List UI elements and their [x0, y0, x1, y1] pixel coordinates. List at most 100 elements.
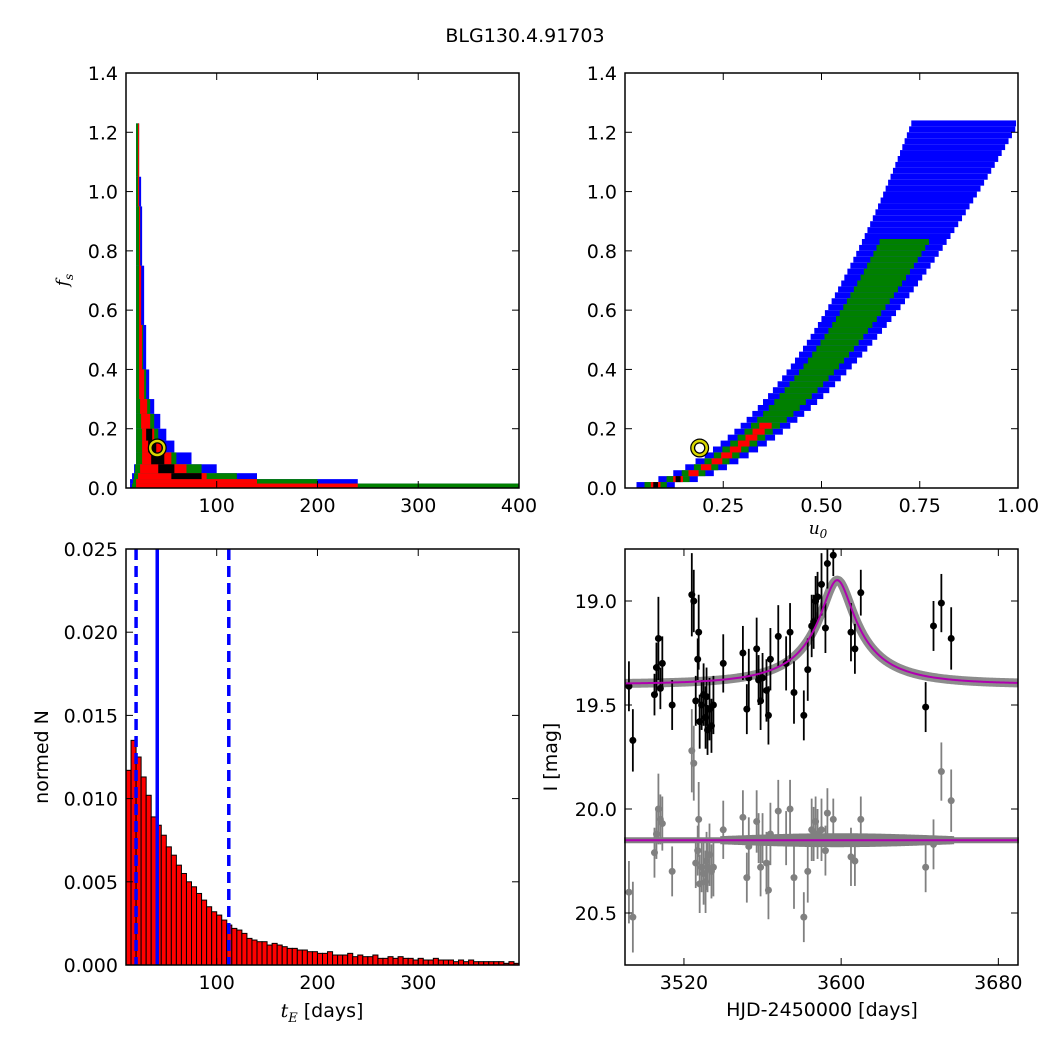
histogram-bar [211, 911, 218, 966]
panel-u0-vs-fs-ticks: 0.25 0.50 0.75 1.00 0.0 0.2 0.4 0.6 0.8 1.0 1.2 1.4 [587, 63, 1039, 517]
panel-te-vs-fs-frame [125, 72, 520, 489]
heatmap-cell-inner [139, 324, 143, 370]
residuals-point [766, 830, 774, 838]
panel-te-histogram-ylabel: normed N [31, 710, 53, 804]
heatmap-cell-core [151, 452, 165, 465]
panel-u0-vs-fs-ytick-label: 1.4 [587, 63, 617, 85]
data-point [625, 682, 633, 690]
heatmap-cell-inner [139, 206, 141, 266]
residuals-point [857, 815, 865, 823]
band-cell-mid [853, 286, 898, 293]
panel-te-vs-fs-ytick-label: 1.0 [88, 182, 118, 204]
band-cell-mid [779, 393, 812, 400]
panel-light-curve-xtick-label: 3600 [817, 972, 865, 994]
residuals-point [829, 815, 837, 823]
heatmap-cell-mid [136, 123, 140, 177]
data-point [804, 666, 812, 674]
band-cell-outer [911, 120, 1017, 127]
band-cell-outer [892, 167, 992, 174]
model-curve [624, 579, 1019, 685]
panel-te-vs-fs-xtick-label: 200 [299, 495, 335, 517]
heatmap-cell-inner [139, 265, 142, 325]
panel-light-curve-frame [624, 548, 1019, 966]
histogram-bar [316, 952, 324, 966]
panel-light-curve-ytick-label: 20.0 [575, 799, 617, 821]
residuals-point [694, 847, 702, 855]
panel-light-curve-xlabel: HJD-2450000 [days] [726, 999, 918, 1021]
histogram-bar [407, 957, 414, 966]
band-cell-mid [836, 316, 877, 322]
residuals-point [851, 857, 859, 865]
histogram-bar [125, 769, 132, 966]
histogram-bar [357, 954, 364, 966]
panel-light-curve-ytick-label: 20.5 [575, 903, 617, 925]
band-cell-outer [870, 221, 959, 228]
panel-u0-vs-fs-ytick-label: 1.0 [587, 182, 617, 204]
residuals-point [625, 888, 633, 896]
histogram-bar [165, 846, 172, 966]
band-cell-outer [880, 197, 974, 204]
histogram-bar [236, 929, 243, 966]
residuals-point [719, 826, 727, 834]
data-point [847, 628, 855, 636]
panel-light-curve: 3520 3600 3680 19.0 19.5 20.0 20.5 I [mag] HJD… [540, 548, 1023, 1021]
panel-te-histogram-ytick-label: 0.025 [64, 539, 118, 561]
panel-te-vs-fs-heatmap [130, 123, 520, 488]
panel-te-histogram-ytick-label: 0.020 [64, 622, 118, 644]
histogram-bar [392, 957, 399, 966]
band-cell-mid [798, 369, 834, 376]
panel-te-histogram-xtick-label: 200 [299, 972, 335, 994]
histogram-bar [191, 886, 198, 966]
heatmap-cell-inner [139, 369, 145, 400]
residuals-point [774, 807, 782, 815]
best-fit-marker [691, 439, 708, 457]
panel-u0-vs-fs-ytick-label: 1.2 [587, 122, 617, 144]
data-point [851, 645, 859, 653]
residuals-point [818, 826, 825, 834]
data-point [922, 703, 930, 711]
band-cell-mid [807, 357, 845, 364]
histogram-bar [311, 951, 318, 966]
panel-light-curve-xtick-label: 3520 [660, 972, 708, 994]
histogram-bar [185, 881, 192, 966]
band-cell-mid [879, 239, 929, 245]
residuals-point [823, 809, 831, 817]
panel-u0-vs-fs-xtick-label: 0.50 [800, 495, 842, 517]
histogram-bar [251, 939, 258, 966]
band-cell-outer [883, 191, 977, 198]
panel-u0-vs-fs-ytick-label: 0.4 [587, 359, 617, 381]
panel-te-histogram-ticks: 100 200 300 0.000 0.005 0.010 0.015 0.020 0.025 [64, 539, 519, 994]
histogram-bar [170, 854, 177, 966]
data-point [937, 599, 945, 607]
band-cell-inner [688, 470, 699, 477]
band-cell-core [653, 482, 659, 488]
band-cell-mid [789, 381, 824, 388]
histogram-bar [145, 794, 152, 966]
band-cell-outer [890, 173, 988, 180]
residuals-point [658, 820, 666, 828]
residuals-point [786, 805, 794, 813]
residuals-point [922, 863, 930, 871]
band-cell-inner [737, 440, 750, 447]
panel-te-vs-fs-ticks: 100 200 300 400 0.0 0.2 0.4 0.6 0.8 1.0 1.2 1.4 [88, 63, 537, 517]
band-cell-outer [867, 227, 955, 234]
data-point [930, 622, 938, 630]
histogram-bar [246, 937, 253, 966]
band-cell-core [675, 476, 681, 483]
histogram-bar [180, 872, 187, 966]
histogram-bar [281, 946, 288, 966]
band-cell-mid [816, 345, 854, 352]
band-cell-mid [860, 274, 907, 281]
data-point [703, 693, 711, 701]
histogram-bar [352, 956, 359, 966]
panel-u0-vs-fs: 0.25 0.50 0.75 1.00 0.0 0.2 0.4 0.6 0.8 1.0 1.2 1.4… [587, 63, 1039, 541]
histogram-bar [402, 957, 409, 966]
panel-te-histogram-ytick-label: 0.000 [64, 955, 118, 977]
figure-title: BLG130.4.91703 [445, 25, 604, 47]
panel-te-histogram-bars [125, 549, 520, 966]
data-point [790, 689, 798, 697]
panel-te-histogram-xtick-label: 300 [400, 972, 436, 994]
data-point [650, 691, 658, 699]
histogram-bar [372, 954, 379, 966]
band-cell-mid [824, 333, 864, 340]
